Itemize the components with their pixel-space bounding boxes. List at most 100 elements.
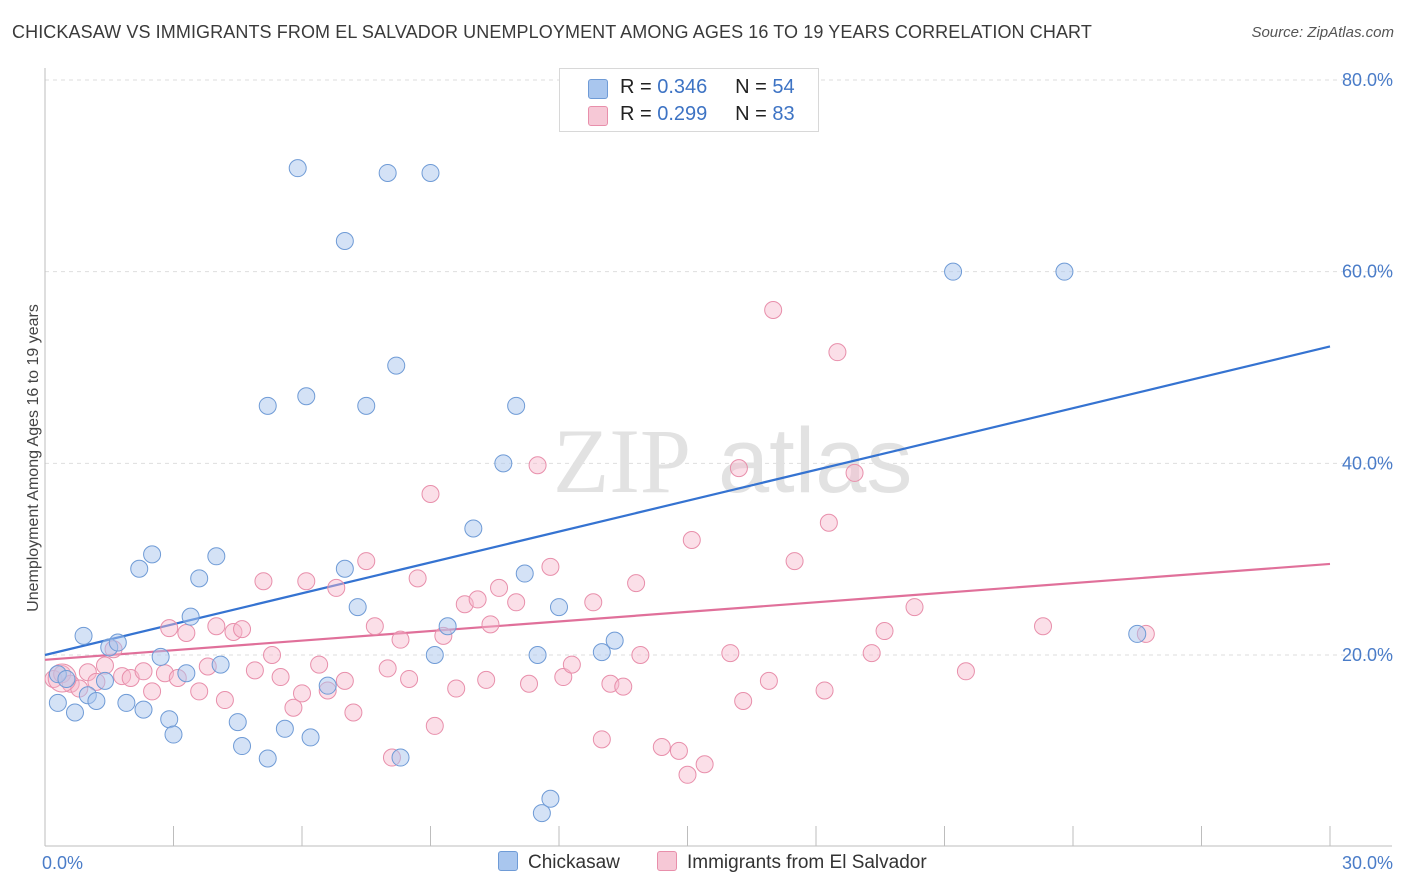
data-point-chickasaw [391, 748, 410, 767]
data-point-chickasaw [605, 631, 624, 650]
data-point-chickasaw [297, 387, 316, 406]
data-point-chickasaw [378, 163, 397, 182]
bottom-legend-swatch-chickasaw [498, 851, 518, 871]
bottom-legend-chickasaw: Chickasaw [498, 851, 620, 874]
data-point-immigrants [729, 459, 748, 478]
data-point-chickasaw [258, 396, 277, 415]
data-point-chickasaw [464, 519, 483, 538]
data-point-immigrants [490, 578, 509, 597]
data-point-chickasaw [117, 693, 136, 712]
data-point-immigrants [721, 644, 740, 663]
data-point-immigrants [764, 301, 783, 319]
legend-n-label: N = [735, 103, 767, 125]
x-tick-label-min: 0.0% [42, 853, 83, 873]
data-point-chickasaw [507, 396, 526, 415]
data-point-immigrants [477, 670, 496, 689]
data-point-immigrants [528, 456, 547, 475]
data-point-immigrants [562, 655, 581, 674]
data-point-immigrants [408, 569, 427, 588]
data-point-immigrants [627, 574, 646, 593]
data-point-chickasaw [515, 564, 534, 583]
data-point-immigrants [682, 531, 701, 549]
data-point-chickasaw [425, 646, 444, 664]
data-point-chickasaw [550, 598, 568, 617]
data-point-immigrants [734, 692, 753, 710]
data-point-immigrants [1034, 617, 1053, 636]
data-point-immigrants [215, 691, 234, 710]
trend-line-chickasaw [44, 345, 1331, 657]
data-point-immigrants [481, 615, 500, 634]
data-point-chickasaw [48, 693, 67, 712]
data-point-immigrants [468, 590, 487, 609]
data-point-chickasaw [190, 569, 209, 588]
data-point-immigrants [862, 644, 881, 663]
data-point-chickasaw [348, 598, 367, 617]
data-point-immigrants [592, 730, 611, 749]
data-point-chickasaw [318, 676, 337, 695]
x-tick-label-max: 30.0% [1342, 853, 1393, 873]
tick-labels: 20.0% 40.0% 60.0% 80.0% 0.0% 30.0% [42, 70, 1393, 873]
data-point-chickasaw [275, 719, 294, 738]
data-point-immigrants [828, 343, 847, 362]
data-point-immigrants [245, 661, 264, 680]
data-point-chickasaw [164, 725, 183, 744]
data-point-immigrants [507, 593, 526, 612]
data-point-immigrants [177, 623, 196, 642]
data-point-immigrants [284, 698, 303, 717]
data-point-chickasaw [421, 163, 440, 182]
data-point-chickasaw [181, 607, 200, 626]
data-point-chickasaw [134, 700, 153, 719]
data-point-immigrants [190, 682, 209, 701]
y-tick-label: 60.0% [1342, 262, 1393, 282]
data-point-chickasaw [494, 454, 513, 473]
data-point-chickasaw [528, 646, 547, 664]
y-tick-label: 20.0% [1342, 645, 1393, 665]
data-point-immigrants [378, 659, 397, 678]
data-point-immigrants [293, 684, 311, 703]
y-tick-label: 40.0% [1342, 453, 1393, 473]
data-point-chickasaw [301, 728, 320, 747]
data-point-immigrants [263, 646, 282, 664]
data-point-chickasaw [87, 692, 106, 710]
data-point-chickasaw [288, 159, 307, 178]
y-tick-label: 80.0% [1342, 70, 1393, 90]
legend-swatch-chickasaw [588, 79, 608, 99]
chart-title: CHICKASAW VS IMMIGRANTS FROM EL SALVADOR… [12, 22, 1092, 42]
data-point-immigrants [875, 622, 894, 641]
data-point-immigrants [310, 655, 329, 674]
data-point-immigrants [233, 620, 252, 639]
data-point-immigrants [845, 463, 864, 482]
data-point-chickasaw [228, 713, 247, 732]
data-point-immigrants [425, 716, 444, 735]
data-point-immigrants [421, 485, 440, 503]
correlation-legend: R = 0.346 N = 54 R = 0.299 N = 83 [559, 68, 819, 132]
data-point-immigrants [271, 668, 290, 687]
data-point-immigrants [614, 677, 633, 696]
data-point-chickasaw [57, 669, 76, 688]
series-chickasaw-points [48, 159, 1147, 823]
data-point-chickasaw [207, 547, 226, 566]
data-point-immigrants [365, 617, 384, 636]
y-axis-label: Unemployment Among Ages 16 to 19 years [25, 304, 42, 612]
axes [44, 68, 1392, 847]
data-point-chickasaw [160, 710, 179, 729]
data-point-immigrants [785, 552, 804, 571]
data-point-chickasaw [438, 617, 457, 636]
data-point-chickasaw [1055, 262, 1074, 281]
bottom-legend-immigrants: Immigrants from El Salvador [657, 851, 927, 874]
data-point-immigrants [391, 630, 410, 649]
data-point-immigrants [297, 572, 316, 591]
data-point-immigrants [344, 703, 363, 722]
data-point-immigrants [207, 617, 226, 636]
data-point-immigrants [819, 513, 838, 532]
data-point-immigrants [254, 572, 273, 591]
data-point-immigrants [695, 755, 714, 774]
data-point-chickasaw [177, 664, 196, 683]
data-point-chickasaw [143, 545, 162, 564]
bottom-legend-label-immigrants: Immigrants from El Salvador [687, 852, 927, 873]
data-point-chickasaw [387, 356, 406, 375]
data-point-immigrants [759, 671, 778, 690]
data-point-immigrants [143, 682, 162, 701]
data-point-immigrants [669, 741, 688, 760]
legend-r-value-immigrants: 0.299 [657, 103, 708, 125]
